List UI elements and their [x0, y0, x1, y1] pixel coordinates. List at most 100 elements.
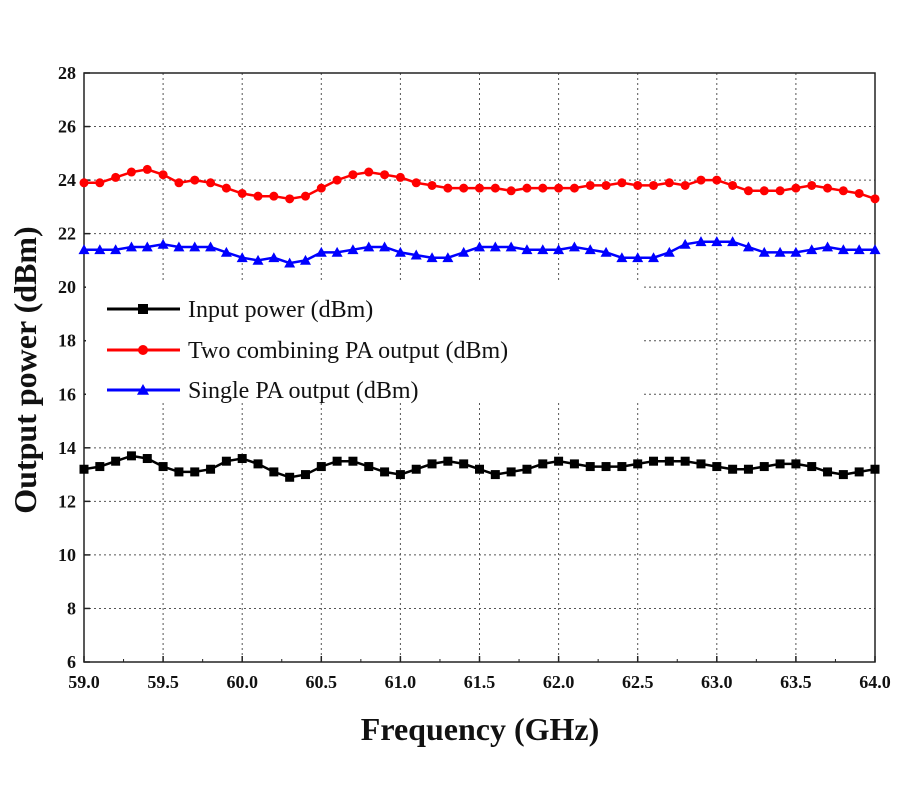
x-tick-label: 63.5 [780, 672, 812, 692]
x-tick-label: 62.0 [543, 672, 575, 692]
data-point [521, 244, 533, 255]
data-point [664, 456, 674, 466]
data-point [173, 241, 185, 252]
data-point [236, 252, 248, 263]
data-point [221, 183, 231, 193]
y-tick-label: 8 [67, 598, 76, 618]
legend: Input power (dBm) Two combining PA output… [86, 282, 642, 404]
data-point [459, 459, 469, 469]
x-tick-label: 61.0 [385, 672, 417, 692]
data-point [110, 244, 122, 255]
data-point [189, 241, 201, 252]
data-point [758, 246, 770, 257]
data-point [157, 238, 169, 249]
data-point [584, 244, 596, 255]
data-point [395, 470, 405, 480]
data-point [111, 172, 121, 182]
data-point [522, 183, 532, 193]
legend-label: Two combining PA output (dBm) [188, 338, 508, 364]
data-point [285, 472, 295, 482]
data-point [806, 244, 818, 255]
data-point [649, 456, 659, 466]
data-point [331, 246, 343, 257]
data-point [475, 464, 484, 474]
legend-label: Single PA output (dBm) [188, 378, 418, 404]
data-point [426, 252, 438, 263]
series-2 [78, 236, 881, 268]
data-point [427, 459, 437, 469]
data-point [554, 183, 564, 193]
data-point [79, 178, 89, 188]
data-point [743, 464, 753, 474]
data-point [569, 459, 579, 469]
data-point [206, 178, 216, 188]
data-point [126, 167, 136, 177]
data-point [712, 462, 722, 472]
data-point [617, 178, 627, 188]
data-point [554, 456, 564, 466]
data-point [269, 467, 279, 477]
data-point [728, 180, 738, 190]
data-point [664, 178, 674, 188]
data-point [600, 246, 612, 257]
data-point [663, 246, 675, 257]
x-tick-label: 59.5 [147, 672, 179, 692]
data-point [94, 244, 106, 255]
y-tick-label: 16 [58, 384, 76, 404]
data-point [174, 178, 184, 188]
legend-background [86, 282, 642, 400]
data-point [616, 252, 628, 263]
data-point [138, 345, 148, 355]
x-tick-label: 60.5 [306, 672, 338, 692]
data-point [348, 170, 358, 180]
data-point [474, 241, 485, 252]
data-point [363, 241, 375, 252]
data-point [411, 464, 421, 474]
data-point [316, 183, 326, 193]
data-point [410, 249, 422, 260]
data-point [316, 462, 326, 472]
data-point [680, 456, 690, 466]
series-layer [78, 164, 881, 482]
data-point [822, 241, 834, 252]
data-point [78, 244, 90, 255]
data-point [141, 241, 153, 252]
data-point [743, 186, 753, 196]
data-point [617, 462, 627, 472]
x-tick-label: 62.5 [622, 672, 654, 692]
data-point [458, 246, 470, 257]
y-tick-label: 10 [58, 545, 76, 565]
data-point [174, 467, 184, 477]
data-point [190, 175, 200, 185]
legend-item: Single PA output (dBm) [107, 378, 418, 404]
data-point [315, 246, 327, 257]
data-point [790, 246, 802, 257]
data-point [221, 456, 231, 466]
data-point [95, 178, 105, 188]
data-point [190, 467, 200, 477]
data-point [869, 244, 881, 255]
data-point [205, 241, 217, 252]
data-point [728, 464, 738, 474]
data-point [522, 464, 532, 474]
data-point [585, 462, 595, 472]
data-point [206, 464, 216, 474]
data-point [569, 183, 579, 193]
data-point [300, 191, 310, 201]
data-point [490, 470, 500, 480]
data-point [443, 456, 453, 466]
data-point [553, 244, 565, 255]
data-point [774, 246, 786, 257]
data-point [854, 188, 864, 198]
y-tick-label: 6 [67, 652, 76, 672]
x-tick-label: 59.0 [68, 672, 100, 692]
data-point [220, 246, 232, 257]
data-point [506, 467, 516, 477]
series-0 [79, 451, 880, 482]
data-point [506, 186, 516, 196]
data-point [696, 175, 706, 185]
data-point [442, 252, 454, 263]
y-tick-label: 18 [58, 331, 76, 351]
y-tick-label: 26 [58, 117, 76, 137]
data-point [759, 186, 769, 196]
